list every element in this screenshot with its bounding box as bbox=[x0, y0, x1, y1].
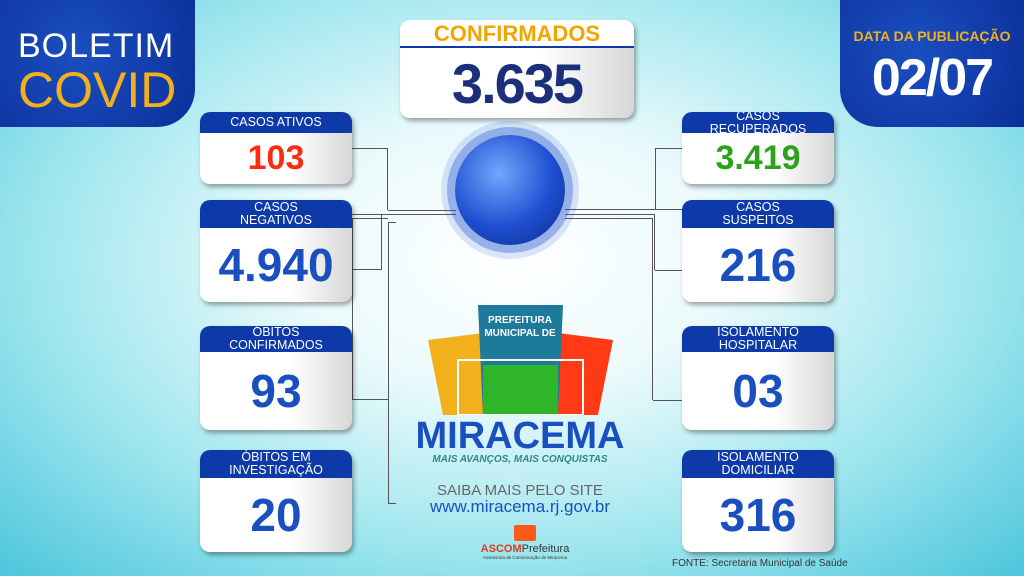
date-value: 02/07 bbox=[871, 49, 994, 107]
connector-line bbox=[655, 148, 682, 210]
connector-line bbox=[655, 270, 682, 271]
ascom-name: ASCOM bbox=[480, 543, 522, 555]
connector-line bbox=[565, 148, 682, 210]
logo-slogan: MAIS AVANÇOS, MAIS CONQUISTAS bbox=[432, 454, 608, 465]
title-line1: BOLETIM bbox=[18, 27, 175, 65]
svg-text:MUNICIPAL DE: MUNICIPAL DE bbox=[484, 328, 556, 339]
stat-card: CASOS ATIVOS 103 bbox=[200, 112, 352, 184]
ascom-logo: ASCOMPrefeitura Assessoria de Comunicaçã… bbox=[470, 525, 580, 560]
stat-value: 93 bbox=[250, 365, 302, 417]
stat-label: CASOS SUSPEITOS bbox=[682, 200, 834, 228]
confirmed-label: CONFIRMADOS bbox=[400, 20, 634, 48]
ascom-name-b: Prefeitura bbox=[521, 543, 570, 555]
connector-line bbox=[388, 222, 396, 504]
stat-value: 3.419 bbox=[715, 139, 801, 177]
date-badge: DATA DA PUBLICAÇÃO 02/07 bbox=[840, 0, 1024, 127]
chat-bubble-icon bbox=[514, 525, 536, 541]
stat-value: 4.940 bbox=[218, 239, 334, 291]
confirmed-value: 3.635 bbox=[451, 51, 584, 115]
stat-value: 20 bbox=[250, 489, 302, 541]
stat-card: CASOS SUSPEITOS 216 bbox=[682, 200, 834, 302]
site-label: SAIBA MAIS PELO SITE bbox=[437, 482, 603, 499]
stat-label: ISOLAMENTO HOSPITALAR bbox=[682, 326, 834, 352]
connector-line bbox=[388, 210, 456, 211]
ascom-subtitle: Assessoria de Comunicação de Miracema bbox=[482, 555, 568, 560]
stat-card: CASOS RECUPERADOS 3.419 bbox=[682, 112, 834, 184]
stat-card: CASOS NEGATIVOS 4.940 bbox=[200, 200, 352, 302]
stat-label: ÓBITOS CONFIRMADOS bbox=[200, 326, 352, 352]
stat-value: 103 bbox=[247, 139, 305, 177]
stat-value: 216 bbox=[719, 239, 797, 291]
virus-illustration bbox=[455, 135, 565, 245]
stat-label: CASOS NEGATIVOS bbox=[200, 200, 352, 228]
source-note: FONTE: Secretaria Municipal de Saúde bbox=[672, 558, 848, 569]
stat-value: 03 bbox=[732, 365, 784, 417]
stat-label: CASOS RECUPERADOS bbox=[682, 112, 834, 135]
stat-label: CASOS ATIVOS bbox=[200, 112, 352, 133]
title-badge: BOLETIM COVID bbox=[0, 0, 195, 127]
logo-top-text: PREFEITURA bbox=[488, 315, 552, 326]
stat-card: ÓBITOS CONFIRMADOS 93 bbox=[200, 326, 352, 430]
stat-card: ISOLAMENTO HOSPITALAR 03 bbox=[682, 326, 834, 430]
prefeitura-logo: PREFEITURA MUNICIPAL DE bbox=[428, 305, 613, 415]
stat-label: ISOLAMENTO DOMICILIAR bbox=[682, 450, 834, 478]
date-label: DATA DA PUBLICAÇÃO bbox=[853, 28, 1011, 44]
connector-line bbox=[565, 214, 655, 270]
stat-card: ÓBITOS EM INVESTIGAÇÃO 20 bbox=[200, 450, 352, 552]
connector-line bbox=[352, 218, 388, 400]
connector-line bbox=[565, 218, 653, 400]
connector-line bbox=[382, 214, 456, 215]
title-line2: COVID bbox=[18, 62, 177, 118]
confirmed-card: CONFIRMADOS 3.635 bbox=[400, 20, 634, 118]
stat-card: ISOLAMENTO DOMICILIAR 316 bbox=[682, 450, 834, 552]
stat-value: 316 bbox=[719, 489, 797, 541]
connector-line bbox=[352, 148, 388, 210]
connector-line bbox=[352, 214, 382, 270]
site-link[interactable]: www.miracema.rj.gov.br bbox=[429, 497, 611, 516]
stat-label: ÓBITOS EM INVESTIGAÇÃO bbox=[200, 450, 352, 478]
connector-line bbox=[653, 400, 682, 401]
logo-name: MIRACEMA bbox=[415, 415, 625, 457]
